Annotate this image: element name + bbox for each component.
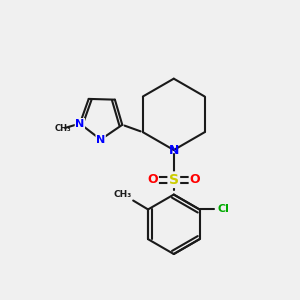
- Text: O: O: [189, 173, 200, 186]
- Text: S: S: [169, 173, 179, 187]
- Text: N: N: [169, 143, 179, 157]
- Text: CH₃: CH₃: [113, 190, 132, 199]
- Text: N: N: [96, 135, 105, 145]
- Text: O: O: [148, 173, 158, 186]
- Text: N: N: [75, 118, 85, 129]
- Text: Cl: Cl: [218, 204, 229, 214]
- Text: CH₃: CH₃: [55, 124, 71, 133]
